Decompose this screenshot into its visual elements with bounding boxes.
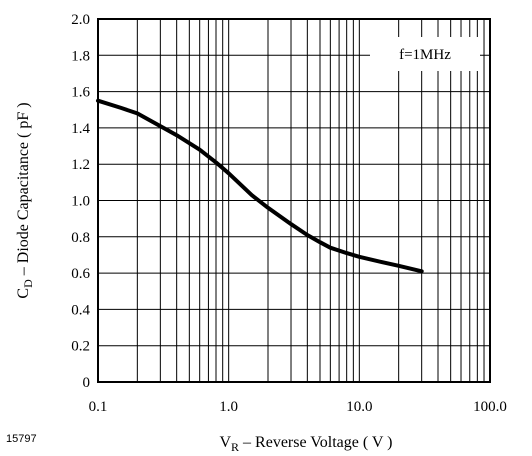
y-tick-label: 1.0	[71, 194, 90, 210]
capacitance-curve	[96, 98, 424, 274]
y-tick-label: 0	[83, 375, 91, 391]
x-tick-label: 100.0	[473, 399, 507, 415]
frequency-annotation: f=1MHz	[399, 47, 451, 63]
y-tick-label: 1.6	[71, 85, 90, 101]
plot-frame	[97, 18, 491, 383]
x-axis-title: VR – Reverse Voltage ( V )	[219, 434, 392, 454]
x-tick-label: 10.0	[346, 399, 372, 415]
y-tick-label: 1.4	[71, 121, 90, 137]
y-axis-title: CD – Diode Capacitance ( pF )	[15, 102, 35, 298]
figure-id: 15797	[6, 433, 37, 445]
y-tick-label: 0.4	[71, 302, 90, 318]
x-tick-label: 1.0	[219, 399, 238, 415]
y-tick-label: 1.2	[71, 157, 90, 173]
x-axis-title-main: V	[219, 434, 231, 451]
frequency-annotation-box	[370, 37, 480, 71]
x-axis-title-sub: R	[231, 440, 239, 454]
x-axis-title-rest: – Reverse Voltage ( V )	[239, 434, 392, 451]
y-tick-labels: 0 0.2 0.4 0.6 0.8 1.0 1.2 1.4 1.6 1.8 2.0	[71, 12, 90, 391]
y-tick-label: 0.6	[71, 266, 90, 282]
y-tick-label: 0.2	[71, 339, 90, 355]
y-tick-label: 1.8	[71, 48, 90, 64]
x-tick-labels: 0.1 1.0 10.0 100.0	[89, 399, 507, 415]
y-tick-label: 0.8	[71, 230, 90, 246]
x-tick-label: 0.1	[89, 399, 108, 415]
y-axis-title-main: C	[15, 288, 32, 299]
horizontal-grid	[98, 54, 490, 347]
y-axis-title-sub: D	[21, 279, 35, 288]
y-axis-title-rest: – Diode Capacitance ( pF )	[15, 102, 32, 279]
y-tick-label: 2.0	[71, 12, 90, 28]
